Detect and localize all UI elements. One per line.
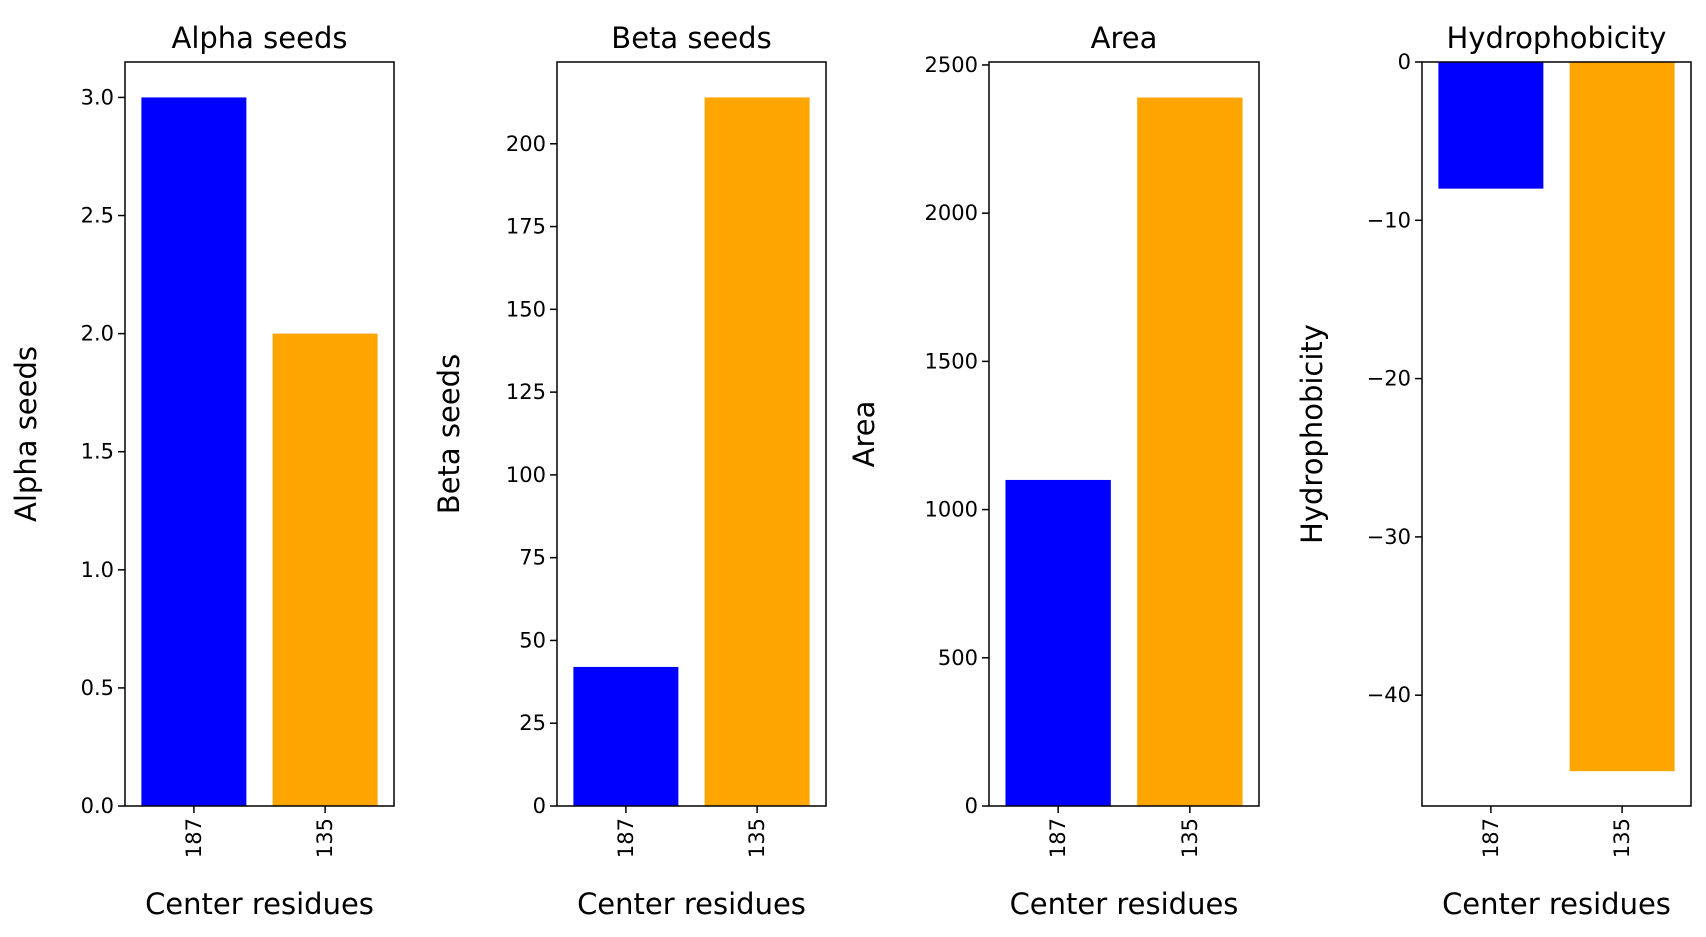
panel-title: Alpha seeds	[172, 21, 348, 55]
bar-187	[141, 97, 247, 806]
x-tick-label: 187	[1046, 818, 1070, 858]
y-tick-label: 500	[938, 646, 978, 670]
y-tick-label: 175	[506, 215, 546, 239]
y-tick-label: 1.5	[81, 440, 114, 464]
x-tick-label: 187	[614, 818, 638, 858]
chart-panel-1: 187 135 0.0 0.5 1.0 1.5 2.0 2.5 3.0 Alpha seeds Ce…	[9, 21, 395, 921]
x-axis-label: Center residues	[1010, 887, 1239, 921]
bar-187	[1438, 62, 1544, 189]
y-tick-label: 0	[1398, 50, 1411, 74]
axes-frame	[556, 61, 827, 807]
y-tick-label: −30	[1367, 525, 1411, 549]
x-tick-label: 135	[745, 818, 769, 858]
y-tick-label: 0.0	[81, 794, 114, 818]
x-tick-label: 187	[1479, 818, 1503, 858]
bar-135	[272, 333, 378, 806]
y-tick-label: 200	[506, 132, 546, 156]
y-axis-label: Area	[847, 401, 881, 468]
y-axis-label: Alpha seeds	[9, 346, 43, 522]
y-tick-label: −20	[1367, 367, 1411, 391]
chart-panel-3: 187 135 0 500 1000 1500 2000 2500 Area Center res…	[847, 21, 1260, 921]
panel-title: Area	[1091, 21, 1158, 55]
bar-187	[1005, 479, 1111, 806]
y-tick-label: 3.0	[81, 85, 114, 109]
y-tick-label: 75	[519, 546, 546, 570]
x-axis-label: Center residues	[1442, 887, 1671, 921]
x-tick-label: 187	[182, 818, 206, 858]
y-tick-label: 150	[506, 297, 546, 321]
axes-frame	[988, 61, 1260, 807]
bar-135	[704, 97, 810, 806]
bar-187	[573, 666, 679, 806]
y-tick-label: 125	[506, 380, 546, 404]
bar-135	[1569, 62, 1675, 772]
y-tick-label: 50	[519, 628, 546, 652]
y-axis-label: Beta seeds	[432, 354, 466, 514]
axes-frame	[1421, 61, 1692, 807]
chart-panel-4: 187 135 0 −10 −20 −30 −40 Hydrophobicity Center …	[1295, 21, 1692, 921]
y-tick-label: 2.5	[81, 204, 114, 228]
x-tick-label: 135	[1178, 818, 1202, 858]
y-tick-label: 2000	[925, 201, 978, 225]
panel-title: Hydrophobicity	[1447, 21, 1667, 55]
y-tick-label: 1.0	[81, 558, 114, 582]
y-tick-label: 0.5	[81, 676, 114, 700]
x-tick-label: 135	[1610, 818, 1634, 858]
axes-frame	[124, 61, 395, 807]
y-tick-label: 2.0	[81, 322, 114, 346]
y-tick-label: −40	[1367, 683, 1411, 707]
y-tick-label: 0	[965, 794, 978, 818]
y-axis-label: Hydrophobicity	[1295, 324, 1329, 544]
x-tick-label: 135	[313, 818, 337, 858]
y-tick-label: 1000	[925, 498, 978, 522]
y-tick-label: 2500	[925, 53, 978, 77]
y-tick-label: 1500	[925, 349, 978, 373]
x-axis-label: Center residues	[577, 887, 806, 921]
bar-135	[1137, 97, 1243, 807]
panel-title: Beta seeds	[611, 21, 771, 55]
y-tick-label: −10	[1367, 208, 1411, 232]
y-tick-label: 25	[519, 711, 546, 735]
chart-panel-2: 187 135 0 25 50 75 100 125 150 175 200 Beta seeds Ce…	[432, 21, 827, 921]
y-tick-label: 100	[506, 463, 546, 487]
y-tick-label: 0	[533, 794, 546, 818]
x-axis-label: Center residues	[145, 887, 374, 921]
